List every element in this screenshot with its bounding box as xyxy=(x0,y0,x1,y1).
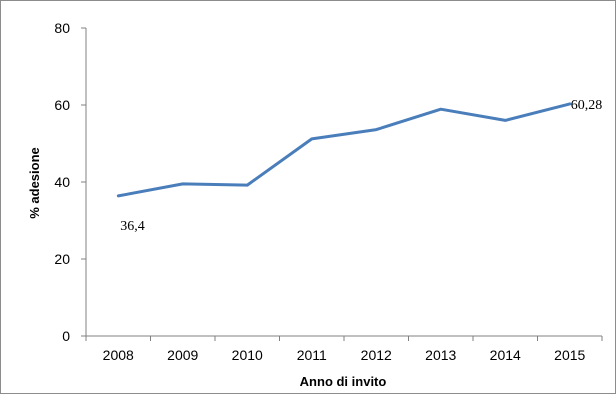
axes xyxy=(85,28,602,337)
x-tick-label: 2010 xyxy=(232,347,263,363)
x-tick-label: 2012 xyxy=(361,347,392,363)
y-tick-label: 40 xyxy=(54,174,70,190)
x-tick-label: 2013 xyxy=(425,347,456,363)
y-axis-title: % adesione xyxy=(27,147,42,219)
data-labels: 36,4 60,28 xyxy=(120,98,602,234)
x-tick-label: 2011 xyxy=(297,347,327,363)
y-tick-label: 60 xyxy=(54,97,70,113)
data-label: 36,4 xyxy=(120,219,145,234)
series-line xyxy=(116,102,572,198)
x-ticks: 2008 2009 2010 2011 2012 2013 2014 2015 xyxy=(85,336,603,363)
x-tick-label: 2015 xyxy=(554,347,585,363)
x-tick-label: 2008 xyxy=(103,347,134,363)
series-layer xyxy=(116,102,572,198)
x-tick-label: 2009 xyxy=(167,347,198,363)
x-axis-title: Anno di invito xyxy=(300,374,387,389)
y-tick-label: 20 xyxy=(54,251,70,267)
y-tick-label: 80 xyxy=(54,20,70,36)
y-ticks: 0 20 40 60 80 xyxy=(54,20,86,344)
data-label: 60,28 xyxy=(571,98,603,113)
x-tick-label: 2014 xyxy=(490,347,521,363)
y-tick-label: 0 xyxy=(62,328,70,344)
